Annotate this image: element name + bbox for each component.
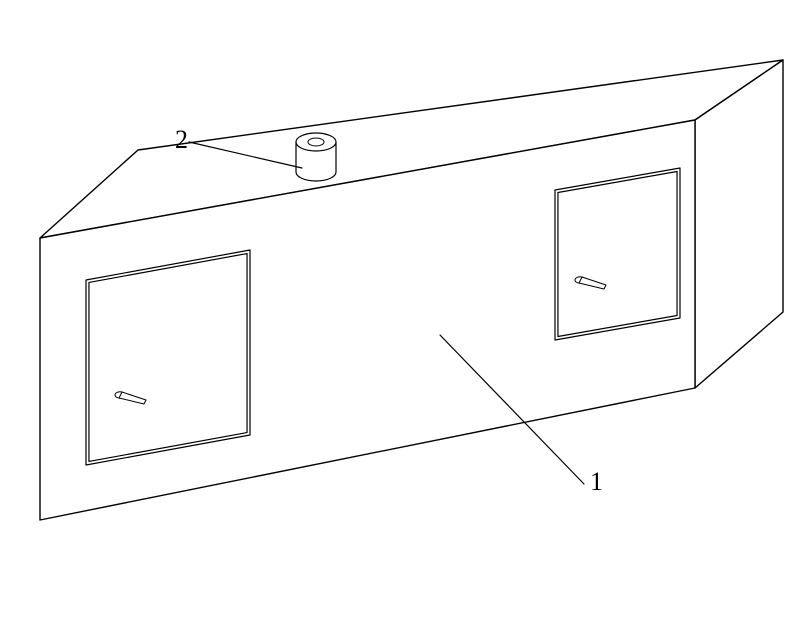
label-1: 1 xyxy=(590,467,603,496)
label-2: 2 xyxy=(175,125,188,154)
cylinder-feature xyxy=(296,133,336,181)
patent-figure: 21 xyxy=(0,0,806,639)
